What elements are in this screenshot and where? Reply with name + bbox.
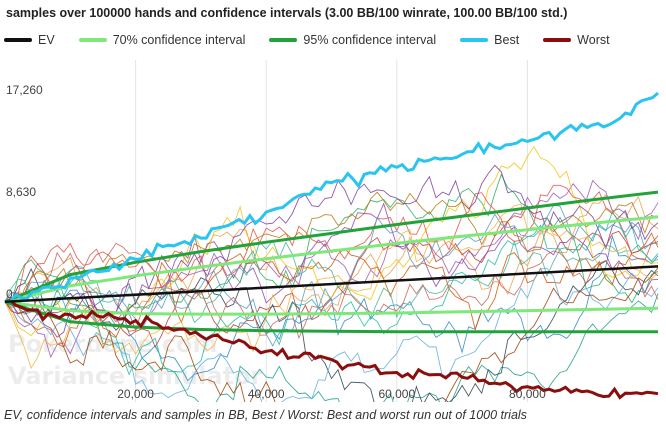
legend-entry-95-confidence-interval: 95% confidence interval	[269, 33, 436, 47]
plot-area: Pokerdope.com Variance simulator 20,000 4…	[4, 60, 659, 402]
legend-label: 70% confidence interval	[112, 33, 246, 47]
watermark-line-2: Variance simulator	[8, 362, 263, 390]
legend-entry-ev: EV	[4, 33, 55, 47]
legend-swatch	[4, 38, 32, 42]
sample-run-15	[4, 267, 659, 402]
legend-label: EV	[38, 33, 55, 47]
confidence-bands	[4, 190, 659, 334]
worst-run-line	[4, 299, 659, 400]
sample-run-9	[4, 145, 659, 337]
sample-run-10	[4, 184, 659, 303]
x-tick-label: 40,000	[248, 387, 285, 401]
x-tick-label: 60,000	[378, 387, 415, 401]
sample-run-12	[4, 210, 659, 376]
sample-run-18	[4, 242, 659, 340]
sample-run-11	[4, 260, 659, 402]
legend: EV 70% confidence interval 95% confidence …	[4, 31, 634, 49]
main-series	[4, 91, 659, 400]
x-tick-label: 20,000	[117, 387, 154, 401]
legend-label: Worst	[577, 33, 610, 47]
legend-entry-best: Best	[460, 33, 519, 47]
chart-title: samples over 100000 hands and confidence…	[6, 6, 568, 20]
chart-caption: EV, confidence intervals and samples in …	[4, 408, 527, 422]
legend-entry-70-confidence-interval: 70% confidence interval	[78, 33, 246, 47]
axis-labels: 20,000 40,000 60,000 80,000 0 8,630 17,260	[6, 83, 546, 401]
legend-swatch	[543, 38, 572, 42]
y-tick-label: 17,260	[6, 83, 43, 97]
legend-label: Best	[494, 33, 520, 47]
sample-run-5	[4, 173, 659, 327]
legend-entry-worst: Worst	[543, 33, 610, 47]
y-tick-label: 0	[6, 287, 13, 301]
legend-swatch	[269, 38, 298, 42]
ci95-lower-line	[4, 300, 658, 334]
sample-run-1	[4, 194, 659, 316]
ci70-lower-line	[4, 300, 659, 316]
ev-line	[4, 265, 659, 304]
x-tick-label: 80,000	[509, 387, 546, 401]
best-run-line	[4, 91, 659, 304]
y-tick-label: 8,630	[6, 185, 36, 199]
legend-swatch	[460, 38, 489, 42]
ci70-upper-line	[4, 215, 659, 304]
sample-run-19	[4, 204, 659, 347]
legend-label: 95% confidence interval	[303, 33, 437, 47]
legend-swatch	[78, 38, 107, 42]
sample-run-2	[4, 179, 659, 359]
sample-run-6	[4, 232, 659, 348]
